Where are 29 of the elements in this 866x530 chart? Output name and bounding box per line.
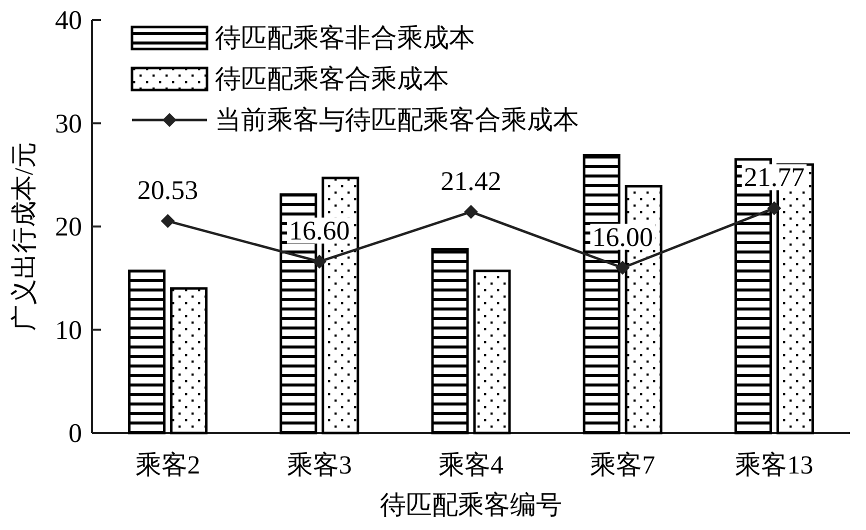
point xyxy=(160,214,175,228)
data-label: 16.60 xyxy=(289,216,350,246)
x-tick-label: 乘客13 xyxy=(735,450,814,480)
point xyxy=(767,201,782,216)
point xyxy=(616,260,630,275)
x-tick-label: 乘客3 xyxy=(286,450,352,480)
y-tick-label: 30 xyxy=(55,108,82,138)
legend-label: 待匹配乘客合乘成本 xyxy=(215,64,449,94)
data-label: 21.42 xyxy=(440,166,502,196)
data-label: 20.53 xyxy=(137,175,198,206)
y-tick-label: 40 xyxy=(55,5,82,35)
bar xyxy=(128,270,166,434)
point xyxy=(464,204,478,219)
bar xyxy=(431,248,469,434)
x-axis-title: 待匹配乘客编号 xyxy=(380,490,562,520)
y-tick-label: 10 xyxy=(55,314,82,345)
y-tick-label: 0 xyxy=(68,418,82,448)
x-tick-label: 乘客7 xyxy=(590,450,656,480)
point xyxy=(312,254,326,269)
legend-label: 待匹配乘客非合乘成本 xyxy=(215,24,475,52)
data-label: 16.00 xyxy=(592,222,653,252)
x-tick-label: 乘客2 xyxy=(135,450,200,480)
x-tick-label: 乘客4 xyxy=(438,450,504,480)
y-axis-title: 广义出行成本/元 xyxy=(10,142,38,332)
bar xyxy=(473,270,511,434)
bar xyxy=(170,287,208,434)
legend-label: 当前乘客与待匹配乘客合乘成本 xyxy=(215,106,579,134)
data-label: 21.77 xyxy=(744,162,805,192)
y-tick-label: 20 xyxy=(55,212,82,242)
